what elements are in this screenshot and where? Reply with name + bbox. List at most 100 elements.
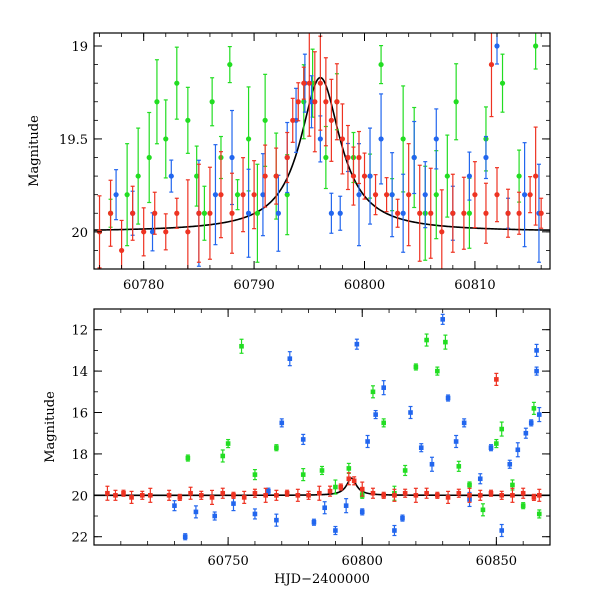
bottom-x-tick-label: 60800 xyxy=(342,554,383,569)
bottom-point-2-35 xyxy=(467,487,472,503)
bottom-point-1-37 xyxy=(534,343,539,358)
top-data-layer xyxy=(94,33,550,269)
top-x-tick-label: 60790 xyxy=(233,278,274,293)
top-point-2-26 xyxy=(334,63,340,141)
top-point-2-18 xyxy=(290,97,296,143)
bottom-point-0-22 xyxy=(494,438,499,449)
bottom-point-1-38 xyxy=(534,366,539,376)
bottom-point-0-7 xyxy=(319,465,325,476)
top-point-2-20 xyxy=(301,66,307,100)
top-point-0-10 xyxy=(209,77,215,127)
top-point-1-22 xyxy=(400,173,406,253)
bottom-point-2-6 xyxy=(166,489,172,501)
bottom-panel: 60750 60800 60850 12 14 16 18 20 22 Magnitude HJ… xyxy=(43,308,551,587)
top-point-0-1 xyxy=(124,143,130,247)
bottom-y-tick-label: 18 xyxy=(71,448,88,463)
top-point-0-13 xyxy=(234,179,241,211)
bottom-point-2-16 xyxy=(274,489,279,501)
bottom-point-1-25 xyxy=(440,313,446,325)
top-point-2-6 xyxy=(163,213,169,251)
bottom-point-0-14 xyxy=(402,464,408,477)
top-point-1-16 xyxy=(337,195,343,231)
top-point-2-48 xyxy=(488,33,495,118)
top-point-0-15 xyxy=(254,163,261,263)
bottom-point-0-20 xyxy=(467,481,472,489)
top-point-0-5 xyxy=(163,99,169,179)
top-y-tick-label: 20 xyxy=(71,226,88,241)
top-point-1-0 xyxy=(113,169,119,221)
bottom-point-2-20 xyxy=(317,485,322,501)
top-point-1-24 xyxy=(422,161,428,229)
bottom-point-0-8 xyxy=(333,479,338,495)
bottom-point-2-40 xyxy=(510,487,515,503)
top-point-2-44 xyxy=(505,188,511,238)
top-point-2-45 xyxy=(516,191,522,235)
top-point-2-27 xyxy=(339,103,346,175)
bottom-point-2-11 xyxy=(220,487,226,499)
top-point-0-32 xyxy=(453,63,459,141)
top-y-tick-label: 19.5 xyxy=(59,133,88,148)
top-point-2-37 xyxy=(428,167,434,259)
bottom-point-1-15 xyxy=(354,338,360,350)
top-point-1-21 xyxy=(389,152,395,238)
bottom-point-1-26 xyxy=(445,394,451,402)
top-point-0-3 xyxy=(146,111,152,204)
top-point-2-31 xyxy=(361,152,368,200)
bottom-point-2-38 xyxy=(494,372,499,386)
top-point-2-15 xyxy=(262,144,268,208)
top-point-1-3 xyxy=(168,159,174,193)
bottom-point-2-9 xyxy=(198,490,204,500)
top-point-1-15 xyxy=(328,192,334,234)
bottom-point-1-9 xyxy=(287,351,293,367)
bottom-point-1-0 xyxy=(172,500,177,512)
top-point-0-35 xyxy=(499,53,506,113)
bottom-point-0-1 xyxy=(220,449,226,463)
top-point-2-38 xyxy=(439,189,445,269)
bottom-point-1-1 xyxy=(182,533,188,541)
top-panel-marks xyxy=(94,33,550,269)
bottom-panel-frame xyxy=(93,308,551,546)
top-point-2-16 xyxy=(273,147,279,205)
top-point-2-10 xyxy=(207,166,213,260)
bottom-point-2-7 xyxy=(177,493,183,501)
top-point-2-19 xyxy=(295,82,301,122)
bottom-point-1-20 xyxy=(392,524,397,537)
bottom-point-2-31 xyxy=(424,487,429,499)
top-point-2-17 xyxy=(284,131,290,184)
bottom-point-0-19 xyxy=(456,460,462,472)
top-point-2-41 xyxy=(472,161,478,229)
bottom-point-1-39 xyxy=(536,406,542,423)
top-x-tick-label: 60780 xyxy=(123,278,164,293)
x-axis-label: HJD−2400000 xyxy=(274,572,370,587)
bottom-point-1-18 xyxy=(373,409,378,420)
top-point-2-35 xyxy=(406,143,412,247)
top-point-2-39 xyxy=(450,173,456,253)
top-point-2-11 xyxy=(218,151,224,239)
top-panel-frame xyxy=(93,32,551,270)
top-point-2-36 xyxy=(417,164,423,262)
top-point-1-23 xyxy=(411,120,417,195)
bottom-point-1-7 xyxy=(274,513,279,527)
top-point-2-25 xyxy=(328,78,334,162)
bottom-y-tick-label: 22 xyxy=(71,531,88,546)
bottom-point-2-42 xyxy=(531,493,537,501)
top-point-0-4 xyxy=(154,59,160,145)
top-point-2-30 xyxy=(356,130,362,185)
top-panel-ticks: 60780 60790 60800 60810 19 19.5 20 xyxy=(59,33,550,293)
bottom-point-1-19 xyxy=(381,380,386,396)
bottom-point-1-31 xyxy=(488,444,494,452)
top-point-1-28 xyxy=(483,135,489,180)
bottom-point-2-13 xyxy=(241,490,247,504)
bottom-point-1-36 xyxy=(528,419,534,427)
bottom-point-2-2 xyxy=(121,489,126,497)
bottom-point-2-41 xyxy=(520,487,526,499)
bottom-point-2-32 xyxy=(435,491,440,499)
bottom-y-axis-label: Magnitude xyxy=(43,391,58,463)
bottom-point-1-14 xyxy=(343,498,349,514)
bottom-point-1-22 xyxy=(408,405,413,420)
bottom-point-2-14 xyxy=(252,488,258,498)
bottom-point-0-23 xyxy=(499,421,505,437)
top-point-2-3 xyxy=(130,185,136,241)
